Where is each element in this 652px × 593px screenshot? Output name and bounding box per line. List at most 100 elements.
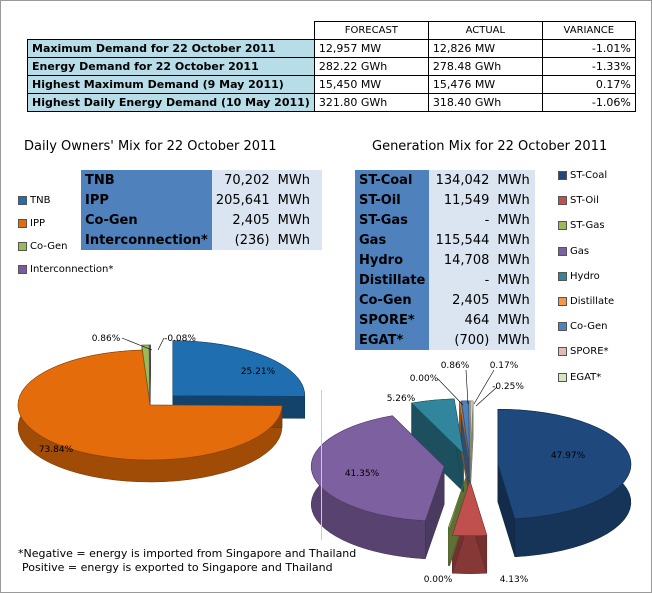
legend-item-distillate: Distillate: [558, 296, 614, 307]
gen-unit: MWh: [493, 190, 536, 210]
legend-label: IPP: [30, 218, 46, 229]
table-row: EGAT* (700) MWh: [355, 330, 536, 350]
legend-swatch: [558, 246, 567, 256]
legend-label: ST-Oil: [570, 195, 599, 207]
data-label: 5.26%: [387, 394, 416, 404]
pie-slice-st-oil: [451, 479, 488, 537]
demand-table: FORECAST ACTUAL VARIANCE Maximum Demand …: [27, 21, 636, 112]
legend-item-st-coal: ST-Coal: [558, 170, 607, 181]
leader-line: [437, 378, 464, 406]
legend-label: ST-Coal: [570, 170, 608, 181]
owner-unit: MWh: [273, 190, 322, 210]
table-row: Distillate - MWh: [355, 270, 536, 290]
pie-slice-co-gen: [141, 344, 150, 401]
table-row: Gas 115,544 MWh: [355, 230, 536, 250]
row-label: Energy Demand for 22 October 2011: [27, 57, 315, 76]
note-negative: *Negative = energy is imported from Sing…: [18, 547, 357, 560]
data-label: -0.25%: [492, 382, 524, 392]
data-label: 0.00%: [424, 575, 453, 585]
legend-item-co-gen: Co-Gen: [18, 241, 68, 252]
legend-label: Co-Gen: [570, 321, 608, 333]
owner-unit: MWh: [273, 230, 322, 250]
legend-swatch: [558, 271, 567, 281]
data-label: 0.86%: [441, 361, 470, 371]
gen-value: 115,544: [429, 230, 494, 250]
legend-label: Co-Gen: [30, 241, 68, 252]
actual-cell: 12,826 MW: [427, 39, 543, 58]
gen-name: ST-Oil: [355, 190, 430, 210]
pie-slice-st-coal: [497, 408, 632, 520]
owner-name: TNB: [81, 170, 212, 190]
leader-line: [473, 369, 495, 405]
legend-label: Hydro: [570, 270, 600, 282]
gen-name: Gas: [355, 230, 430, 250]
legend-item-gas: Gas: [558, 246, 589, 257]
table-row: Hydro 14,708 MWh: [355, 250, 536, 270]
legend-item-ipp: IPP: [18, 218, 45, 229]
legend-label: Gas: [570, 245, 590, 257]
gen-name: Hydro: [355, 250, 430, 270]
leader-line: [157, 337, 165, 351]
row-label: Highest Daily Energy Demand (10 May 2011…: [27, 93, 315, 112]
gen-unit: MWh: [493, 210, 536, 230]
legend-swatch: [18, 219, 27, 228]
gen-name: EGAT*: [355, 330, 430, 350]
gen-unit: MWh: [493, 290, 536, 310]
row-label: Highest Maximum Demand (9 May 2011): [27, 75, 315, 94]
legend-swatch: [18, 196, 27, 205]
leader-line: [465, 369, 469, 405]
row-label: Maximum Demand for 22 October 2011: [27, 39, 315, 58]
owner-unit: MWh: [273, 210, 322, 230]
legend-label: ST-Gas: [570, 220, 605, 232]
pie-slice-co-gen: [461, 400, 470, 456]
variance-cell: -1.33%: [541, 57, 636, 76]
gen-value: 134,042: [429, 170, 494, 190]
legend-swatch: [18, 242, 27, 251]
gen-name: Distillate: [355, 270, 430, 290]
gen-unit: MWh: [493, 310, 536, 330]
legend-label: TNB: [30, 195, 51, 206]
table-row: ST-Gas - MWh: [355, 210, 536, 230]
table-row: Highest Maximum Demand (9 May 2011) 15,4…: [27, 75, 636, 94]
gen-unit: MWh: [493, 330, 536, 350]
owner-value: 2,405: [211, 210, 274, 230]
owner-value: 70,202: [211, 170, 274, 190]
table-row: Energy Demand for 22 October 2011 282.22…: [27, 57, 636, 76]
legend-label: Interconnection*: [30, 264, 114, 275]
gen-unit: MWh: [493, 270, 536, 290]
divider: [321, 390, 322, 540]
data-label: 0.00%: [410, 374, 439, 384]
legend-swatch: [558, 372, 567, 382]
gen-value: 11,549: [429, 190, 494, 210]
legend-item-st-gas: ST-Gas: [558, 220, 605, 231]
legend-item-egat: EGAT*: [558, 372, 601, 383]
owner-value: 205,641: [211, 190, 274, 210]
generation-table: ST-Coal 134,042 MWh ST-Oil 11,549 MWh ST…: [355, 170, 536, 350]
legend-label: SPORE*: [570, 346, 609, 358]
gen-value: 464: [429, 310, 494, 330]
pie-slice-hydro: [410, 398, 464, 455]
data-label: 25.21%: [241, 367, 276, 377]
gen-name: Co-Gen: [355, 290, 430, 310]
pie-slice-gas: [310, 415, 445, 522]
legend-item-hydro: Hydro: [558, 271, 600, 282]
gen-value: -: [429, 210, 494, 230]
gen-value: 2,405: [429, 290, 494, 310]
table-row: IPP 205,641 MWh: [81, 190, 322, 210]
pie-slice-tnb: [172, 340, 306, 397]
owner-unit: MWh: [273, 170, 322, 190]
data-label: 0.86%: [92, 334, 121, 344]
gen-unit: MWh: [493, 170, 536, 190]
data-label: 73.84%: [39, 445, 74, 455]
gen-value: -: [429, 270, 494, 290]
owner-name: Co-Gen: [81, 210, 212, 230]
data-label: 41.35%: [345, 469, 380, 479]
legend-swatch: [558, 196, 567, 206]
table-row: TNB 70,202 MWh: [81, 170, 322, 190]
table-row: ST-Coal 134,042 MWh: [355, 170, 536, 190]
gen-name: ST-Gas: [355, 210, 430, 230]
gen-unit: MWh: [493, 250, 536, 270]
legend-item-st-oil: ST-Oil: [558, 195, 599, 206]
legend-swatch: [558, 221, 567, 231]
